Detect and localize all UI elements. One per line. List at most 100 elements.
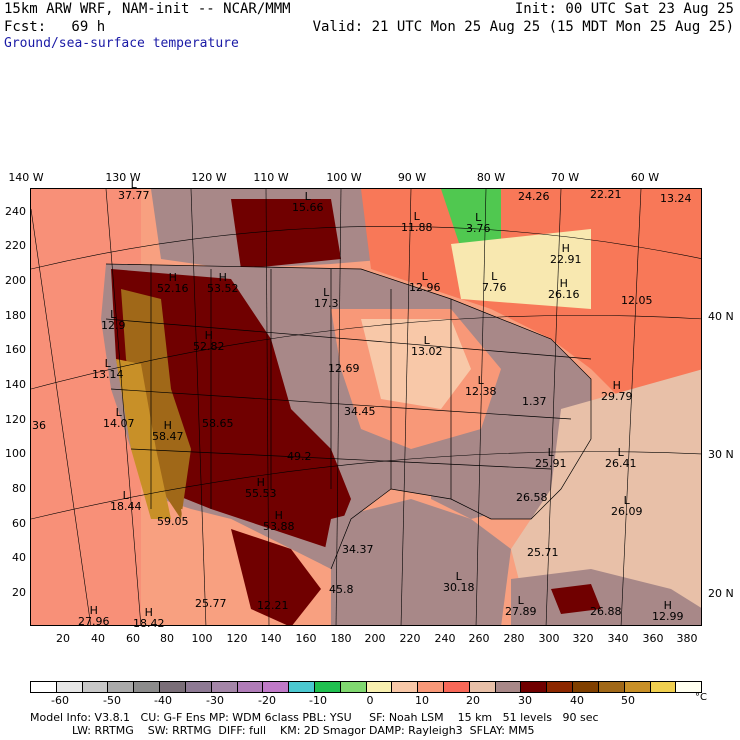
map-label: H 27.96 [78, 604, 110, 628]
y-tick: 20 [12, 586, 26, 599]
colorbar-label: 40 [570, 694, 584, 707]
map-label: L 37.77 [118, 178, 150, 202]
y-tick: 60 [12, 517, 26, 530]
colorbar-swatch [263, 682, 290, 692]
map-label: L 27.89 [505, 594, 537, 618]
map-label: 25.71 [527, 546, 559, 559]
x-tick: 40 [91, 632, 105, 645]
colorbar-swatch [211, 682, 238, 692]
colorbar-label: -30 [206, 694, 224, 707]
map-canvas [31, 189, 701, 625]
colorbar-label: -20 [258, 694, 276, 707]
map-label: H 58.47 [152, 419, 184, 443]
map-label: L 25.91 [535, 446, 567, 470]
field-title: Ground/sea-surface temperature [4, 36, 239, 51]
map-label: L 18.44 [110, 489, 142, 513]
map-label: L 3.76 [466, 211, 491, 235]
lon-label: 80 W [476, 171, 506, 184]
map-label: L 12.38 [465, 374, 497, 398]
colorbar-swatch [521, 682, 548, 692]
map-label: 34.37 [342, 543, 374, 556]
x-tick: 20 [56, 632, 70, 645]
y-tick: 200 [5, 274, 26, 287]
california-hot [116, 359, 171, 519]
cuba-hot [551, 584, 601, 614]
colorbar-swatch [314, 682, 341, 692]
lat-label: 20 N [708, 587, 734, 600]
model-info-line2: LW: RRTMG SW: RRTMG DIFF: full KM: 2D Sm… [30, 724, 535, 737]
colorbar-swatch [82, 682, 109, 692]
temperature-map [30, 188, 702, 626]
map-label: H 29.79 [601, 379, 633, 403]
lat-label: 30 N [708, 448, 734, 461]
atlantic-offshore [511, 369, 701, 625]
colorbar-swatch [598, 682, 625, 692]
lon-label: 120 W [191, 171, 227, 184]
map-label: H 18.42 [133, 606, 165, 630]
y-tick: 80 [12, 482, 26, 495]
valid-time: Valid: 21 UTC Mon 25 Aug 25 (15 MDT Mon … [312, 19, 734, 35]
great-basin-hot [121, 289, 191, 519]
canada-hot-region [231, 199, 341, 269]
colorbar-label: 20 [466, 694, 480, 707]
map-label: 12.69 [328, 362, 360, 375]
map-label: 26.88 [590, 605, 622, 618]
colorbar-label: -10 [309, 694, 327, 707]
boundaries [105, 263, 592, 570]
lon-label: 60 W [630, 171, 660, 184]
y-tick: 40 [12, 551, 26, 564]
colorbar-swatch [237, 682, 264, 692]
x-tick: 380 [676, 632, 698, 645]
map-label: 12.05 [621, 294, 653, 307]
map-label: 49.2 [287, 450, 312, 463]
map-label: H 53.88 [263, 509, 295, 533]
map-label: H 22.91 [550, 242, 582, 266]
lon-label: 100 W [326, 171, 362, 184]
colorbar-swatch [676, 682, 702, 692]
map-label: L 15.66 [292, 190, 324, 214]
map-label: 26.58 [516, 491, 548, 504]
colorbar-swatch [56, 682, 83, 692]
map-label: L 26.41 [605, 446, 637, 470]
map-label: L 12.96 [409, 270, 441, 294]
colorbar-unit: °C [695, 692, 707, 703]
gulf-of-mexico [321, 499, 511, 625]
colorbar-swatch [444, 682, 470, 692]
great-lakes-region [361, 319, 471, 409]
colorbar-swatch [392, 682, 419, 692]
y-tick: 180 [5, 309, 26, 322]
colorbar-label: 10 [415, 694, 429, 707]
hudson-bay [441, 189, 501, 249]
x-tick: 340 [607, 632, 629, 645]
map-label: 34.45 [344, 405, 376, 418]
map-label: 25.77 [195, 597, 227, 610]
colorbar-label: -40 [154, 694, 172, 707]
x-tick: 280 [503, 632, 525, 645]
map-label: 1.37 [522, 395, 547, 408]
model-info-line1: Model Info: V3.8.1 CU: G-F Ens MP: WDM 6… [30, 711, 599, 724]
map-label: H 52.16 [157, 271, 189, 295]
lat-label: 40 N [708, 310, 734, 323]
map-label: L 7.76 [482, 270, 507, 294]
x-tick: 180 [330, 632, 352, 645]
colorbar-swatch [573, 682, 599, 692]
lon-label: 90 W [397, 171, 427, 184]
quebec-cool-region [451, 229, 591, 309]
map-label: 58.65 [202, 417, 234, 430]
x-tick: 160 [295, 632, 317, 645]
map-label: L 26.09 [611, 494, 643, 518]
map-label: 36 [32, 419, 46, 432]
x-tick: 200 [364, 632, 386, 645]
map-label: L 30.18 [443, 570, 475, 594]
x-tick: 100 [191, 632, 213, 645]
colorbar-label: -60 [51, 694, 69, 707]
colorbar-swatch [366, 682, 393, 692]
caribbean [511, 569, 701, 625]
colorbar-swatch [624, 682, 651, 692]
y-tick: 240 [5, 205, 26, 218]
lon-label: 70 W [550, 171, 580, 184]
x-tick: 80 [160, 632, 174, 645]
x-tick: 320 [572, 632, 594, 645]
colorbar-label: 0 [366, 694, 374, 707]
map-label: H 55.53 [245, 476, 277, 500]
